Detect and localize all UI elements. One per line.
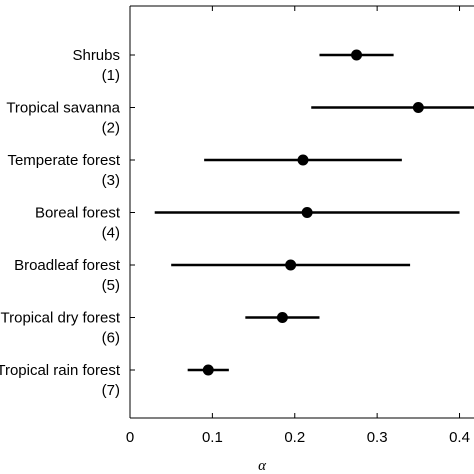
category-index-6: (6) [102,330,120,347]
x-tick-label-4: 0.4 [449,429,470,446]
category-label-1: Shrubs [72,47,120,64]
estimate-point-4 [301,207,313,218]
category-index-1: (1) [102,67,120,84]
x-tick-label-1: 0.1 [202,429,223,446]
estimate-point-7 [202,364,214,376]
category-index-2: (2) [102,120,120,137]
estimate-point-3 [297,154,309,166]
x-tick-label-0: 0 [126,429,134,446]
category-label-2: Tropical savanna [6,100,120,117]
category-label-4: Boreal forest [35,205,121,222]
category-index-5: (5) [102,277,120,294]
category-labels: Shrubs (1) Tropical savanna (2) Temperate fo… [0,47,121,399]
plot-area [154,49,474,376]
category-label-3: Temperate forest [7,152,120,169]
axes: 0 0.1 0.2 0.3 0.4 [126,5,474,446]
category-index-7: (7) [102,382,120,399]
x-tick-label-2: 0.2 [284,429,305,446]
estimate-point-5 [285,259,297,271]
category-label-6: Tropical dry forest [1,310,121,327]
category-index-3: (3) [102,172,120,189]
category-index-4: (4) [102,225,120,242]
estimate-point-1 [351,49,363,61]
estimate-point-6 [276,312,288,323]
category-label-7: Tropical rain forest [0,362,121,379]
x-tick-label-3: 0.3 [367,429,388,446]
category-label-5: Broadleaf forest [14,257,121,274]
estimate-point-2 [412,102,424,113]
x-axis-title: α [258,458,267,474]
